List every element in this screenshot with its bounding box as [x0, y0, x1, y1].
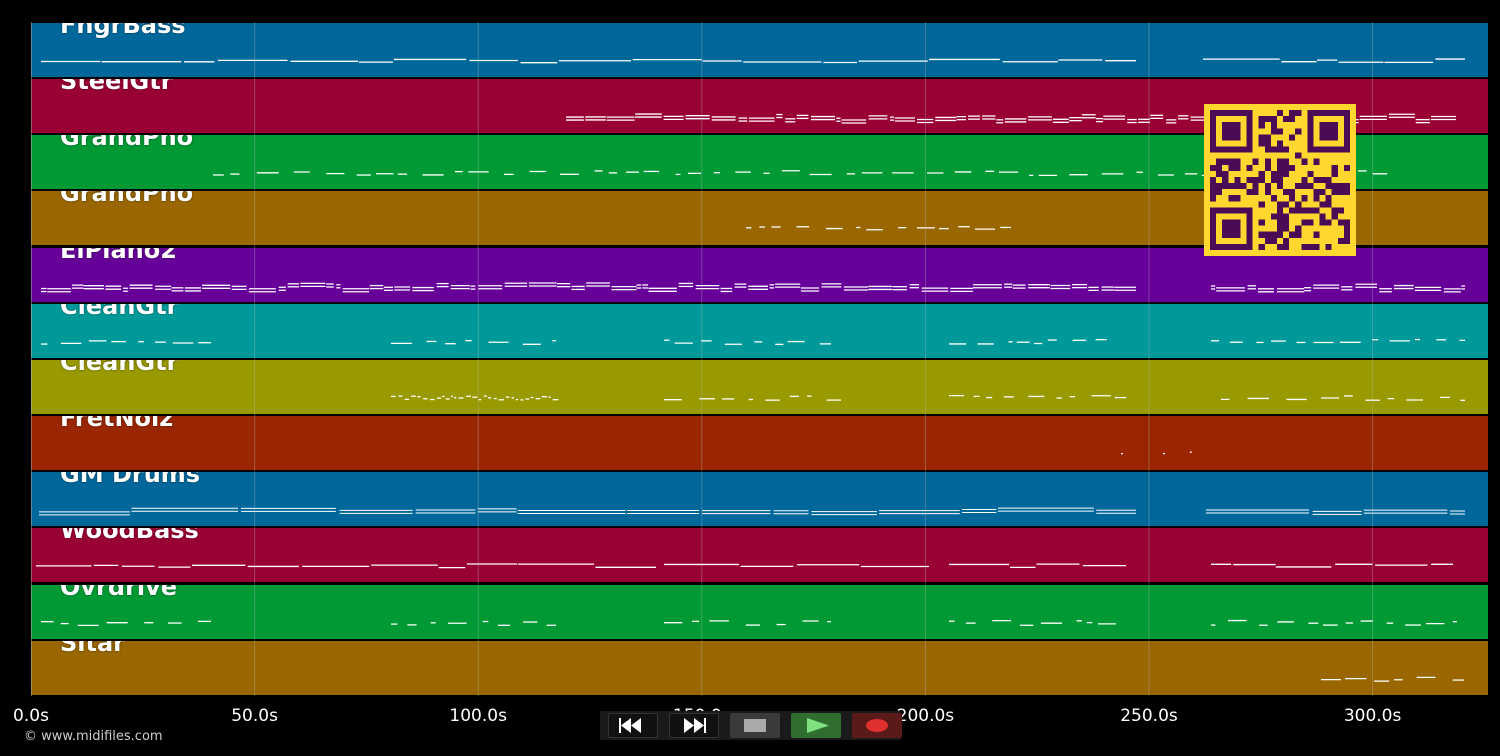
- track-notes: [36, 563, 1453, 569]
- tick-label: 100.0s: [449, 706, 507, 726]
- track-lane[interactable]: WoodBass: [31, 527, 1488, 583]
- track-name: SteelGtr: [60, 78, 173, 96]
- tick-label: 250.0s: [1120, 706, 1178, 726]
- rewind-button[interactable]: [608, 713, 658, 738]
- record-icon: [866, 719, 888, 732]
- track-notes: [41, 338, 1465, 345]
- track-notes: [41, 58, 1465, 64]
- track-name: GrandPno: [60, 190, 194, 208]
- fast-forward-icon: [684, 718, 706, 733]
- track-notes: [1321, 676, 1465, 682]
- record-button[interactable]: [852, 713, 902, 738]
- fast-forward-button[interactable]: [669, 713, 719, 738]
- track-name: WoodBass: [60, 527, 199, 545]
- rewind-icon: [619, 718, 641, 733]
- qr-code[interactable]: [1204, 104, 1356, 256]
- stop-icon: [744, 719, 766, 732]
- track-lane[interactable]: GM Drums: [31, 471, 1488, 527]
- track-notes: [391, 394, 1465, 401]
- track-notes: [39, 507, 1465, 516]
- track-name: FretNoiz: [60, 415, 174, 433]
- tick-label: 50.0s: [231, 706, 278, 726]
- track-name: CleanGtr: [60, 302, 179, 320]
- tick-label: 300.0s: [1343, 706, 1402, 726]
- track-notes: [41, 281, 1465, 293]
- track-lane[interactable]: Sitar: [31, 639, 1488, 695]
- track-notes: [41, 619, 1457, 626]
- track-notes: [1121, 451, 1192, 455]
- track-name: GM Drums: [60, 471, 201, 489]
- track-lane[interactable]: CleanGtr: [31, 358, 1488, 414]
- track-lane[interactable]: Ovrdrive: [31, 583, 1488, 639]
- transport-bar: [600, 711, 902, 740]
- track-name: FngrBass: [60, 22, 186, 39]
- play-icon: [807, 718, 829, 733]
- track-lane[interactable]: FretNoiz: [31, 415, 1488, 471]
- play-button[interactable]: [791, 713, 841, 738]
- track-name: GrandPno: [60, 134, 194, 152]
- tick-label: 0.0s: [13, 706, 49, 726]
- tick-label: 200.0s: [896, 706, 955, 726]
- track-lane[interactable]: CleanGtr: [31, 302, 1488, 358]
- copyright-text: © www.midifiles.com: [24, 729, 163, 744]
- track-name: Ovrdrive: [60, 583, 178, 601]
- track-notes: [746, 226, 1011, 231]
- track-name: Sitar: [60, 639, 126, 657]
- track-name: ElPiano2: [60, 246, 177, 264]
- stop-button[interactable]: [730, 713, 780, 738]
- track-lane[interactable]: FngrBass: [31, 22, 1488, 77]
- track-name: CleanGtr: [60, 358, 179, 376]
